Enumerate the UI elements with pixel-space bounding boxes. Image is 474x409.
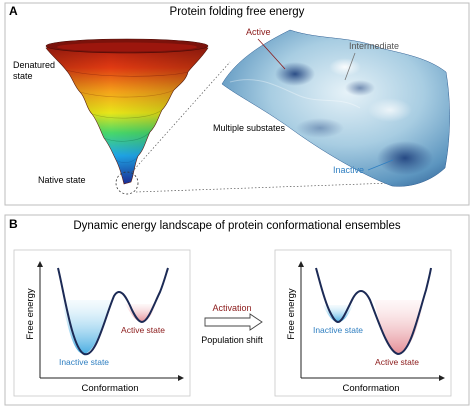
right-plot-frame	[274, 249, 452, 397]
activation-arrow	[204, 313, 263, 331]
left-ylabel: Free energy	[25, 288, 36, 339]
funnel-ring-1	[65, 69, 189, 77]
intermediate-ridge	[329, 58, 361, 76]
zoom-line-lower	[135, 182, 393, 193]
zoom-line-upper	[131, 61, 231, 173]
right-energy-curve	[315, 267, 432, 356]
intermediate-well	[345, 80, 375, 96]
right-inactive-label: Inactive state	[313, 325, 363, 335]
panel-a-letter: A	[9, 4, 18, 18]
right-xlabel: Conformation	[342, 383, 399, 394]
right-ylabel: Free energy	[286, 288, 297, 339]
panel-b-letter: B	[9, 217, 18, 231]
left-energy-curve	[57, 267, 169, 356]
population-shift-label: Population shift	[201, 335, 263, 345]
intermediate-pointer	[344, 52, 356, 81]
surface-peak	[368, 98, 412, 122]
funnel-ring-2	[79, 89, 175, 98]
inactive-label: Inactive	[333, 165, 364, 175]
right-energy-plot: Free energy Conformation Inactive state …	[274, 249, 452, 397]
denatured-label-line1: Denatured	[13, 60, 55, 70]
active-well	[275, 62, 315, 86]
left-active-label: Active state	[121, 325, 165, 335]
panel-a-title: Protein folding free energy	[170, 6, 305, 18]
active-label: Active	[246, 27, 271, 37]
right-inactive-fill	[323, 305, 353, 322]
panel-b-title: Dynamic energy landscape of protein conf…	[73, 220, 401, 232]
panel-b: B Dynamic energy landscape of protein co…	[4, 214, 470, 406]
multiple-substates-label: Multiple substates	[213, 123, 286, 133]
native-state-circle	[115, 171, 139, 195]
inactive-well	[377, 141, 433, 175]
surface-highlight	[229, 79, 361, 109]
funnel-shading	[46, 42, 208, 184]
energy-funnel	[45, 38, 209, 185]
denatured-label-line2: state	[13, 71, 33, 81]
activation-arrow-group: Activation Population shift	[201, 303, 263, 345]
inactive-pointer	[367, 159, 394, 171]
substate-well	[296, 118, 344, 138]
activation-label: Activation	[212, 303, 251, 313]
funnel-rim-inner	[57, 42, 197, 52]
panel-a: A Protein folding free energy	[4, 2, 470, 206]
left-inactive-label: Inactive state	[59, 357, 109, 367]
funnel-ring-5	[115, 155, 139, 163]
energy-surface	[221, 29, 450, 187]
right-active-label: Active state	[375, 357, 419, 367]
funnel-ring-4	[103, 131, 151, 142]
active-pointer	[257, 38, 286, 70]
left-xlabel: Conformation	[81, 383, 138, 394]
native-state-label: Native state	[38, 175, 86, 185]
funnel-ring-3	[91, 109, 163, 119]
left-energy-plot: Free energy Conformation Inactive state …	[13, 249, 191, 397]
intermediate-label: Intermediate	[349, 41, 399, 51]
